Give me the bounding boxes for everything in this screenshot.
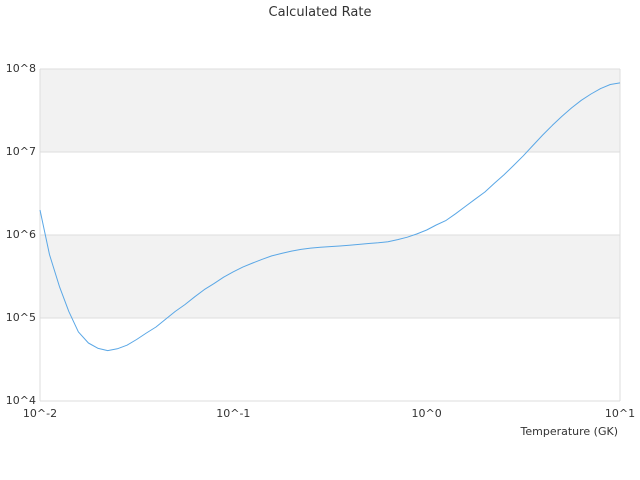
series-line xyxy=(39,82,621,352)
y-tick-label: 10^7 xyxy=(6,145,36,158)
y-tick-label: 10^5 xyxy=(6,311,36,324)
grid-band xyxy=(40,235,620,318)
y-axis-ticks: 10^4 10^5 10^6 10^7 10^8 xyxy=(6,62,36,407)
y-tick-label: 10^4 xyxy=(6,394,36,407)
y-tick-label: 10^6 xyxy=(6,228,36,241)
y-tick-label: 10^8 xyxy=(6,62,36,75)
x-tick-label: 10^0 xyxy=(412,407,442,420)
grid-lines xyxy=(39,68,621,402)
grid-band xyxy=(40,69,620,152)
x-axis-ticks: 10^-2 10^-1 10^0 10^1 xyxy=(23,407,635,420)
x-axis-label: Temperature (GK) xyxy=(520,425,619,438)
x-tick-label: 10^-1 xyxy=(216,407,250,420)
x-tick-label: 10^-2 xyxy=(23,407,57,420)
x-tick-label: 10^1 xyxy=(605,407,635,420)
chart-title: Calculated Rate xyxy=(269,5,372,20)
grid-bands xyxy=(40,69,620,318)
series-layer xyxy=(39,82,621,352)
